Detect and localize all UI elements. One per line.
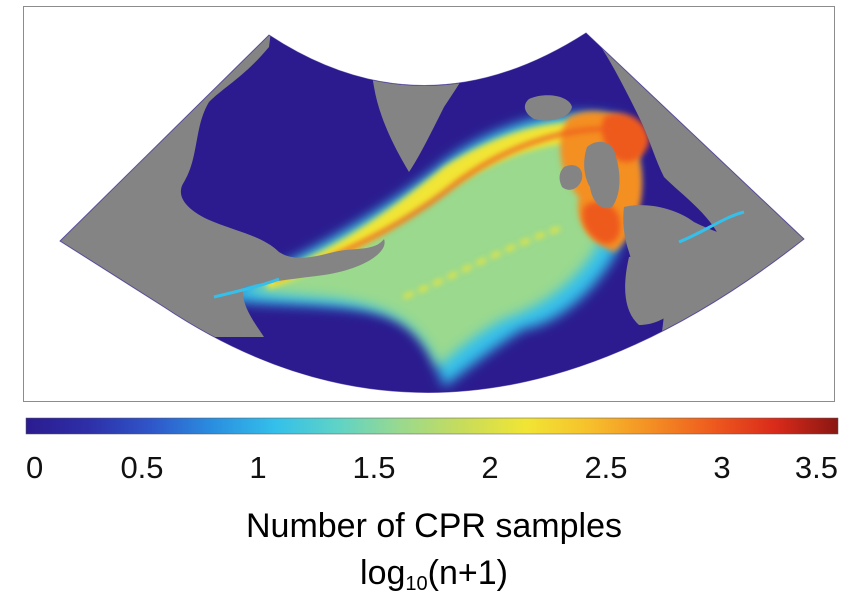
colorbar: 0 0.5 1 1.5 2 2.5 3 3.5 xyxy=(25,417,839,485)
land-britain xyxy=(584,141,620,209)
colorbar-title: Number of CPR samples xyxy=(245,507,622,545)
map-panel xyxy=(23,6,835,402)
log-text: log xyxy=(360,554,406,592)
density-channel-hotspot xyxy=(582,201,621,244)
colorbar-units: log10(n+1) xyxy=(0,551,868,606)
sampling-density-map xyxy=(59,32,805,393)
log-argument: (n+1) xyxy=(427,554,508,592)
colorbar-tick-label: 1 xyxy=(249,450,266,485)
colorbar-tick-label: 2.5 xyxy=(584,450,627,485)
colorbar-tick-label: 3 xyxy=(713,450,730,485)
colorbar-tick-label: 3.5 xyxy=(795,450,838,485)
colorbar-tick-label: 0.5 xyxy=(120,450,163,485)
colorbar-ticks: 0 0.5 1 1.5 2 2.5 3 3.5 xyxy=(26,450,838,485)
coastal-rims xyxy=(213,210,745,299)
colorbar-tick-label: 1.5 xyxy=(352,450,395,485)
colorbar-gradient xyxy=(25,417,839,435)
log-subscript: 10 xyxy=(405,573,428,595)
colorbar-tick-label: 2 xyxy=(481,450,498,485)
density-field xyxy=(214,111,649,388)
density-mid-zone xyxy=(249,124,618,367)
density-southern-route xyxy=(403,225,565,299)
density-north-sea-hotspot xyxy=(602,113,649,162)
land-ireland xyxy=(559,165,583,190)
map-boundary xyxy=(59,32,805,393)
colorbar-tick-label: 0 xyxy=(26,450,43,485)
land-iceland xyxy=(524,95,572,121)
land-iberia xyxy=(625,255,684,325)
